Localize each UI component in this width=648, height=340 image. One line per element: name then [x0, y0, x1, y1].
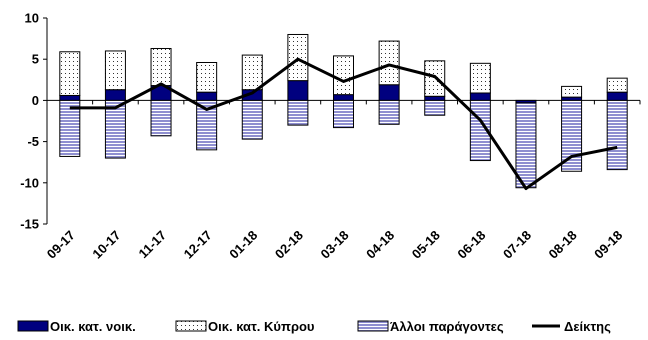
- bar-cyprus-households: [196, 61, 218, 93]
- bar-other-factors: [424, 99, 446, 116]
- index-line-layer: [69, 57, 618, 191]
- y-tick-label: -10: [20, 175, 39, 190]
- y-tick-label: 0: [32, 93, 39, 108]
- bar-other-factors: [561, 99, 583, 172]
- bars: [59, 33, 628, 189]
- x-tick-labels: 09-17 10-17 11-17 12-17 01-18 02-18 03-18 04-18…: [44, 228, 626, 262]
- x-tick-label: 07-18: [500, 228, 534, 262]
- x-tick-label: 06-18: [454, 228, 488, 262]
- legend-swatch: [17, 320, 49, 332]
- x-tick-label: 02-18: [272, 228, 306, 262]
- bar-cyprus-households: [59, 51, 81, 96]
- bar-housing-loans: [104, 89, 126, 101]
- x-tick-label: 09-17: [44, 228, 78, 262]
- legend-label: Δείκτης: [564, 319, 611, 334]
- bar-other-factors: [378, 99, 400, 125]
- bar-housing-loans: [606, 91, 628, 101]
- x-tick-label: 04-18: [363, 228, 397, 262]
- bar-other-factors: [196, 99, 218, 151]
- bar-cyprus-households: [606, 77, 628, 93]
- x-tick-label: 11-17: [136, 228, 170, 262]
- bar-cyprus-households: [469, 62, 491, 94]
- x-tick-label: 10-17: [89, 228, 123, 262]
- bar-housing-loans: [424, 95, 446, 101]
- bar-other-factors: [104, 99, 126, 159]
- bar-housing-loans: [287, 80, 309, 101]
- legend-label: Οικ. κατ. Κύπρου: [208, 319, 315, 334]
- x-tick-label: 08-18: [546, 228, 580, 262]
- legend-housing-loans: Οικ. κατ. νοικ.: [17, 319, 136, 334]
- x-tick-label: 03-18: [318, 228, 352, 262]
- y-tick-label: -5: [27, 134, 39, 149]
- legend-other-factors: Άλλοι παράγοντες: [357, 319, 504, 334]
- bar-other-factors: [150, 99, 172, 137]
- x-tick-label: 01-18: [226, 228, 260, 262]
- bar-housing-loans: [469, 92, 491, 101]
- bar-cyprus-households: [287, 33, 309, 82]
- bar-cyprus-households: [241, 54, 263, 91]
- legend-swatch: [175, 320, 207, 332]
- bar-housing-loans: [59, 94, 81, 101]
- legend-cyprus-households: Οικ. κατ. Κύπρου: [175, 319, 315, 334]
- bar-cyprus-households: [378, 40, 400, 86]
- legend-label: Οικ. κατ. νοικ.: [50, 319, 136, 334]
- legend-label: Άλλοι παράγοντες: [390, 319, 504, 334]
- x-tick-label: 05-18: [409, 228, 443, 262]
- bar-other-factors: [606, 99, 628, 171]
- bar-other-factors: [515, 102, 537, 189]
- bar-other-factors: [287, 99, 309, 126]
- bar-cyprus-households: [333, 55, 354, 96]
- index-line: [69, 57, 618, 191]
- bar-cyprus-households: [150, 47, 172, 87]
- bar-cyprus-households: [561, 85, 583, 98]
- legend-index: Δείκτης: [532, 319, 611, 334]
- y-tick-label: 5: [32, 52, 39, 67]
- bar-housing-loans: [378, 84, 400, 101]
- bar-housing-loans: [196, 91, 218, 101]
- bar-other-factors: [241, 99, 263, 140]
- bar-other-factors: [59, 99, 81, 157]
- x-tick-label: 09-18: [591, 228, 625, 262]
- y-tick-label: 10: [25, 11, 39, 26]
- legend-swatch: [357, 320, 389, 332]
- bar-housing-loans: [333, 94, 354, 101]
- y-tick-labels: 10 5 0 -5 -10 -15: [20, 11, 39, 232]
- bar-other-factors: [333, 99, 354, 129]
- legend: Οικ. κατ. νοικ. Οικ. κατ. Κύπρου Άλλοι παρ…: [17, 319, 611, 334]
- x-tick-label: 12-17: [181, 228, 215, 262]
- bar-cyprus-households: [104, 50, 126, 91]
- y-tick-label: -15: [20, 217, 39, 232]
